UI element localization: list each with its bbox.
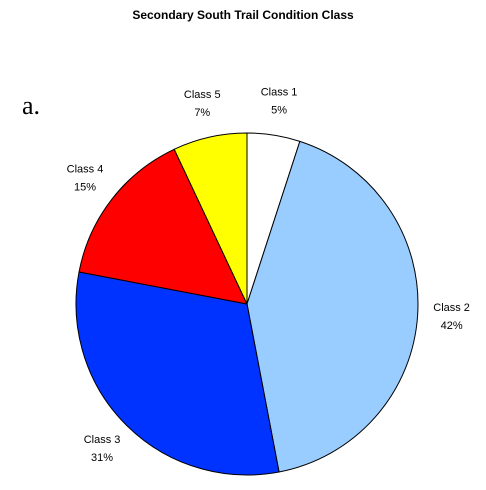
slice-value: 7% <box>194 107 210 119</box>
slice-value: 5% <box>271 104 287 116</box>
slice-label: Class 5 <box>184 89 221 101</box>
chart-title: Secondary South Trail Condition Class <box>132 8 354 22</box>
slice-value: 31% <box>91 452 113 464</box>
slice-value: 42% <box>441 320 463 332</box>
pie-slice <box>173 132 248 305</box>
slice-label: Class 4 <box>67 163 104 175</box>
slice-label: Class 3 <box>84 434 121 446</box>
pie-slice <box>246 140 419 473</box>
slice-value: 15% <box>74 181 96 193</box>
slice-label: Class 2 <box>433 302 470 314</box>
slice-label: Class 1 <box>261 86 298 98</box>
pie-slice <box>75 271 280 476</box>
annotation: a. <box>22 91 40 120</box>
pie-slice <box>78 148 248 305</box>
